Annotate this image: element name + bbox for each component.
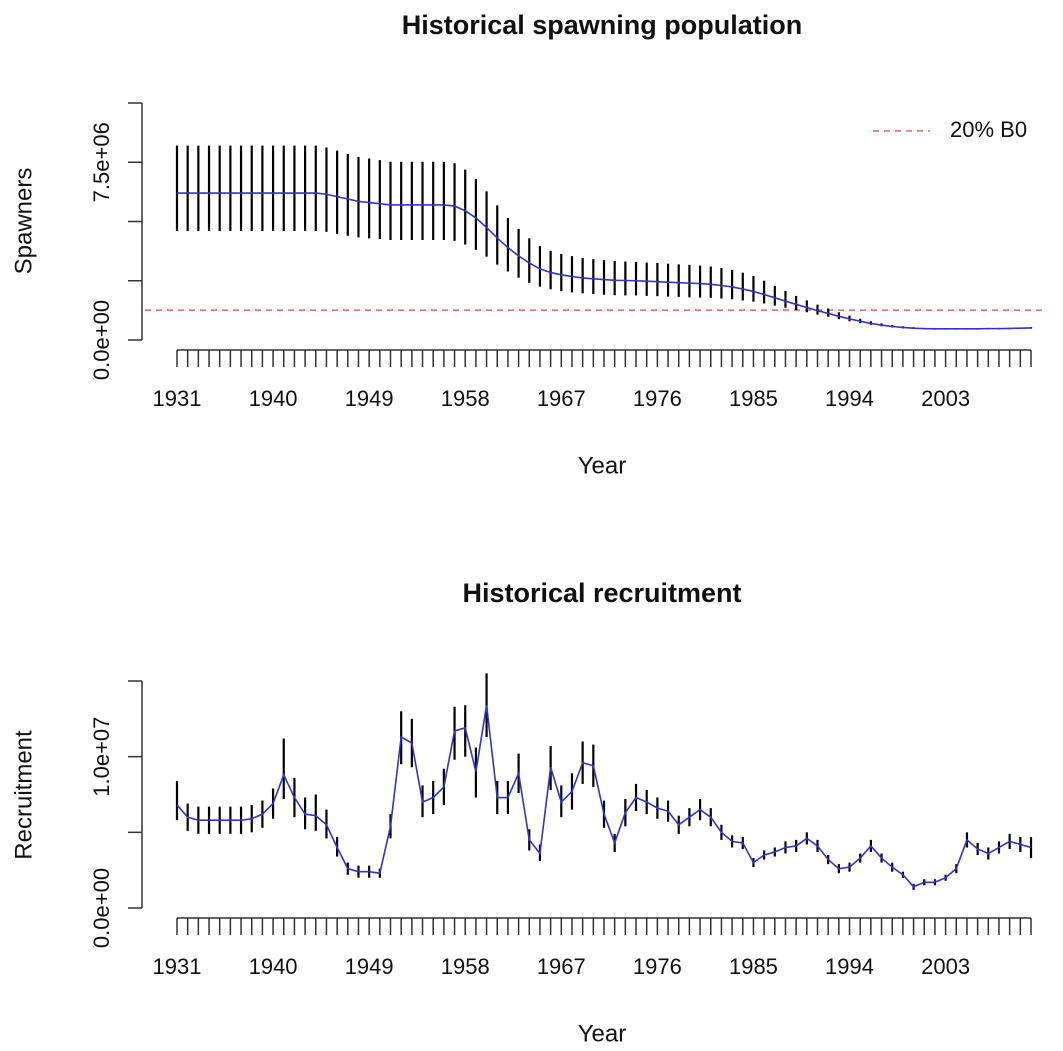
x-tick-label: 1967 [537, 386, 586, 411]
x-axis-label: Year [578, 1020, 627, 1047]
x-tick-label: 1949 [345, 386, 394, 411]
x-tick-label: 1985 [729, 954, 778, 979]
series-line [177, 192, 1032, 330]
x-tick-label: 1940 [249, 386, 298, 411]
series-line [176, 705, 1032, 888]
y-tick-label: 7.5e+06 [89, 122, 114, 202]
x-tick-label: 1994 [825, 954, 874, 979]
x-tick-label: 1931 [153, 954, 202, 979]
x-tick-label: 2003 [921, 954, 970, 979]
x-tick-label: 1967 [537, 954, 586, 979]
y-tick-label: 0.0e+00 [89, 300, 114, 380]
chart-title: Historical spawning population [402, 10, 803, 40]
x-tick-label: 1976 [633, 386, 682, 411]
x-tick-label: 1985 [729, 386, 778, 411]
y-axis-label: Spawners [10, 168, 37, 275]
chart-title: Historical recruitment [462, 578, 741, 608]
x-tick-label: 1994 [825, 386, 874, 411]
x-tick-label: 1931 [153, 386, 202, 411]
x-tick-label: 2003 [921, 386, 970, 411]
x-tick-label: 1958 [441, 386, 490, 411]
x-tick-label: 1958 [441, 954, 490, 979]
x-tick-label: 1976 [633, 954, 682, 979]
x-axis-label: Year [578, 452, 627, 479]
y-tick-label: 0.0e+00 [89, 868, 114, 948]
y-axis-label: Recruitment [10, 730, 37, 860]
x-tick-label: 1940 [249, 954, 298, 979]
legend-label: 20% B0 [950, 117, 1027, 142]
y-tick-label: 1.0e+07 [89, 717, 114, 797]
x-tick-label: 1949 [345, 954, 394, 979]
